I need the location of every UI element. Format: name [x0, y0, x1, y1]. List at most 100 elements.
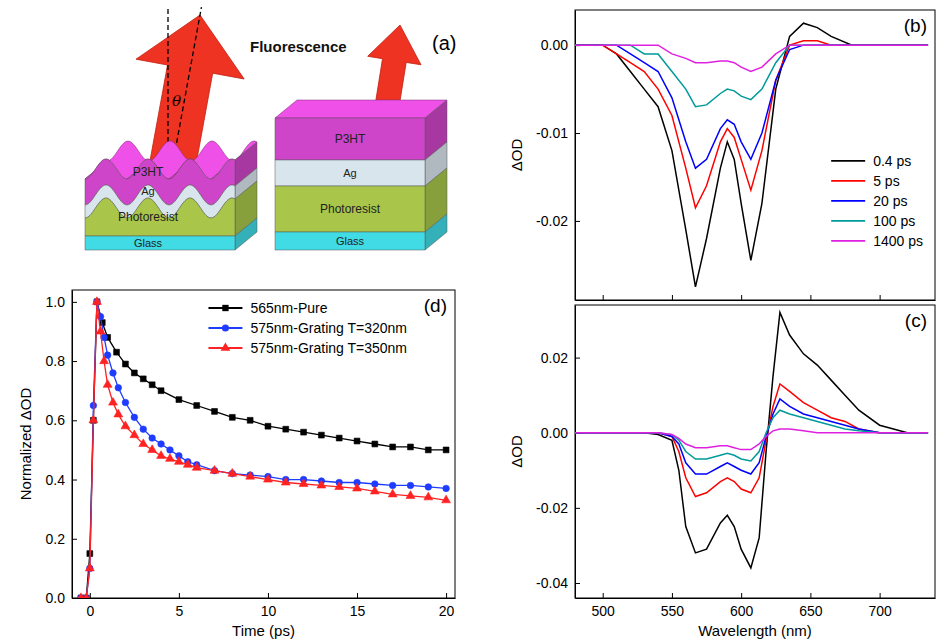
series-marker	[264, 474, 273, 482]
x-tick-mark	[90, 593, 91, 598]
y-axis-title: Normalized ΔOD	[17, 388, 34, 501]
series-line	[81, 302, 446, 598]
series-marker	[299, 479, 308, 487]
series-marker	[96, 326, 105, 334]
x-tick: 15	[350, 593, 366, 619]
series-marker	[228, 468, 237, 476]
series-marker	[114, 349, 120, 355]
series-marker	[100, 356, 109, 364]
series-marker	[158, 441, 165, 448]
x-tick-label: 650	[799, 603, 823, 619]
y-axis: 0.00.20.40.60.81.0	[46, 291, 77, 606]
y-axis-line	[575, 306, 576, 599]
x-tick-label: 550	[661, 603, 685, 619]
layer-label: Glass	[336, 235, 365, 247]
series-marker	[149, 435, 156, 442]
y-tick-mark	[575, 133, 580, 134]
legend-marker	[222, 305, 228, 311]
y-tick: 0.8	[46, 353, 77, 369]
y-tick-label: -0.02	[536, 213, 568, 229]
series-line	[575, 45, 928, 71]
series-marker	[114, 409, 123, 417]
panel-label: (b)	[904, 15, 927, 36]
legend-swatch	[831, 220, 865, 222]
y-tick: 0.4	[46, 472, 77, 488]
chart-panel: 5005506006507000.020.00-0.02-0.04Wavelen…	[508, 305, 936, 639]
y-axis: 0.020.00-0.02-0.04	[536, 306, 580, 599]
figure-svg: P3HTAgPhotoresistGlassP3HTAgPhotoresistG…	[0, 0, 949, 644]
legend-swatch	[831, 160, 865, 162]
x-tick: 700	[868, 593, 892, 619]
series-marker	[131, 370, 137, 376]
series-marker	[408, 444, 414, 450]
y-tick: 0.00	[541, 425, 580, 441]
layer-label: Ag	[141, 185, 154, 197]
layer-top-face	[275, 100, 447, 118]
series-marker	[85, 563, 94, 571]
series-line	[81, 302, 446, 598]
y-tick-label: 0.6	[46, 412, 66, 428]
series-marker	[82, 593, 91, 598]
y-tick-mark	[575, 508, 580, 509]
series-marker	[140, 426, 147, 433]
figure-container: P3HTAgPhotoresistGlassP3HTAgPhotoresistG…	[0, 0, 949, 644]
legend-label: 1400 ps	[873, 233, 923, 249]
x-tick-mark	[672, 593, 673, 598]
series-marker	[283, 426, 289, 432]
series-marker	[443, 485, 450, 492]
x-tick	[741, 295, 742, 300]
y-tick-label: -0.01	[536, 125, 568, 141]
x-tick-mark	[741, 593, 742, 598]
series-marker	[103, 380, 112, 388]
y-tick-mark	[575, 221, 580, 222]
x-tick: 5	[175, 593, 183, 619]
series-marker	[109, 397, 118, 405]
series-marker	[210, 466, 219, 474]
series-marker	[174, 457, 183, 465]
x-tick: 650	[799, 593, 823, 619]
series-marker	[443, 447, 449, 453]
y-tick: -0.04	[536, 575, 580, 591]
plot-frame	[575, 305, 935, 598]
x-tick: 600	[730, 593, 754, 619]
legend-item: 100 ps	[831, 213, 915, 229]
legend-item: 5 ps	[831, 173, 899, 189]
x-tick-mark	[603, 593, 604, 598]
y-tick-mark	[72, 598, 77, 599]
x-tick: 550	[661, 593, 685, 619]
y-tick: 0.02	[541, 350, 580, 366]
legend-item: 20 ps	[831, 193, 907, 209]
y-tick-mark	[575, 583, 580, 584]
series-line	[575, 45, 928, 107]
x-tick: 500	[592, 593, 616, 619]
layer-label: Glass	[134, 237, 163, 249]
x-tick-mark	[810, 593, 811, 598]
layer-side-face	[425, 214, 447, 250]
x-tick-label: 5	[175, 603, 183, 619]
series-marker	[265, 423, 271, 429]
x-tick-mark	[603, 295, 604, 300]
series-marker	[370, 486, 379, 494]
series-line	[575, 23, 928, 287]
angle-label: θ	[172, 92, 181, 110]
series-line	[575, 429, 928, 450]
series-marker	[353, 483, 362, 491]
x-tick-label: 600	[730, 603, 754, 619]
legend-item: 575nm-Grating T=350nm	[208, 340, 407, 356]
x-tick-label: 20	[439, 603, 455, 619]
series-marker	[167, 447, 174, 454]
layer-front-face	[275, 232, 425, 250]
series-marker	[121, 421, 130, 429]
x-tick-mark	[179, 593, 180, 598]
series-marker	[192, 463, 201, 471]
legend-item: 0.4 ps	[831, 153, 911, 169]
layer-front-face	[275, 160, 425, 186]
x-tick-label: 10	[261, 603, 277, 619]
legend-label: 100 ps	[873, 213, 915, 229]
x-tick-label: 500	[592, 603, 616, 619]
layer-label: Photoresist	[118, 210, 179, 224]
x-tick-mark	[810, 295, 811, 300]
plot-data	[575, 313, 928, 568]
plot-data	[76, 297, 450, 598]
legend-swatch	[831, 240, 865, 242]
